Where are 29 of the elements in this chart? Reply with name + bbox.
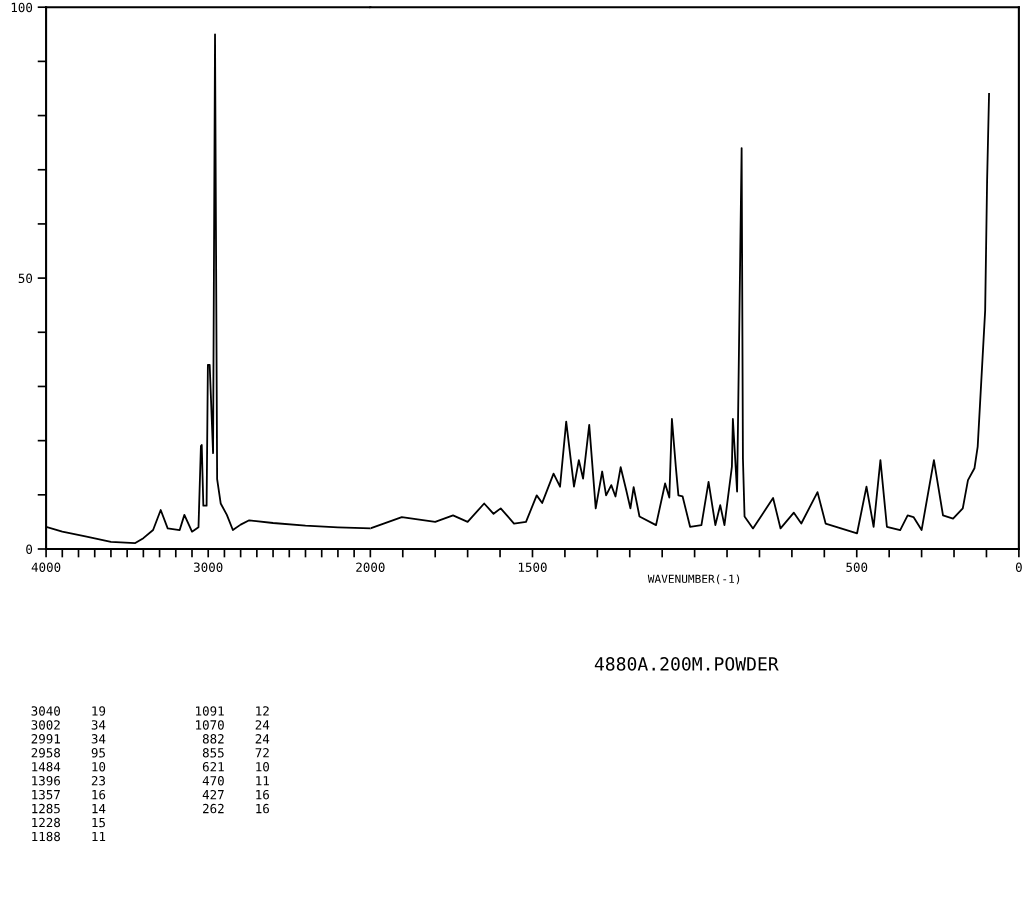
text: 1484 10: [32, 762, 106, 772]
x-tick-label: 1500: [518, 562, 547, 572]
x-tick-label: 3000: [194, 562, 223, 572]
text: 855 72: [202, 748, 269, 758]
text: 1070 24: [196, 720, 270, 730]
text: 262 16: [203, 803, 270, 814]
y-tick-label: 50: [18, 273, 33, 284]
text: 427 16: [202, 789, 270, 800]
text: 621 10: [202, 762, 270, 772]
x-tick-label: 0: [1015, 562, 1022, 572]
text: 1357 16: [32, 789, 106, 800]
x-axis-title: WAVENUMBER(-1): [647, 574, 740, 585]
text: 470 11: [202, 775, 269, 786]
text: 1396 23: [32, 775, 106, 786]
text: 1285 14: [32, 803, 106, 814]
x-tick-label: 4000: [31, 562, 61, 572]
x-tick-label: 500: [846, 562, 868, 572]
y-tick-label: 0: [26, 544, 33, 554]
text: 2958 95: [31, 748, 105, 758]
text: 3040 19: [31, 706, 106, 716]
text: 1228 15: [32, 817, 105, 828]
text: 3002 34: [31, 720, 106, 730]
text: 4880A.200M.POWDER: [594, 657, 779, 671]
text: 882 24: [202, 734, 270, 744]
text: 2991 34: [31, 734, 106, 744]
text: 1188 11: [32, 831, 106, 842]
y-tick-label: 100: [11, 2, 33, 13]
text: 1091 12: [196, 706, 269, 716]
x-tick-label: 2000: [356, 562, 385, 572]
